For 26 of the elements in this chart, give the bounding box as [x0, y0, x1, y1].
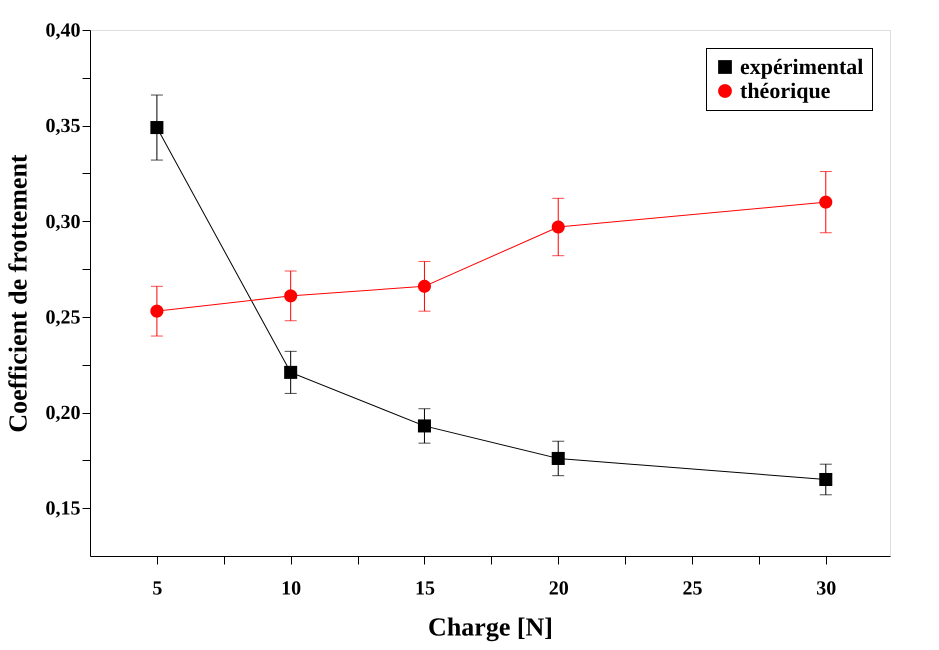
- point: [418, 280, 431, 293]
- point: [819, 472, 832, 486]
- y-tick-label: 0,15: [46, 498, 80, 520]
- point: [150, 121, 164, 134]
- point: [819, 196, 832, 209]
- point: [284, 366, 298, 379]
- point: [150, 304, 164, 318]
- x-tick-label: 30: [816, 578, 836, 600]
- legend-label: théorique: [740, 78, 831, 103]
- point: [552, 452, 565, 465]
- x-tick-label: 10: [281, 578, 302, 600]
- y-tick-label: 0,25: [46, 306, 80, 328]
- y-tick-label: 0,40: [46, 20, 80, 42]
- y-axis-title: Coefficient de frottement: [4, 154, 32, 433]
- point: [418, 419, 431, 432]
- y-tick-label: 0,20: [46, 402, 80, 424]
- y-tick-label: 0,35: [46, 115, 80, 138]
- y-tick-label: 0,30: [46, 210, 80, 233]
- x-tick-label: 5: [152, 578, 162, 600]
- x-tick-label: 20: [548, 578, 569, 600]
- x-tick-label: 15: [414, 578, 435, 600]
- point: [284, 289, 298, 302]
- x-axis-title: Charge [N]: [428, 612, 553, 642]
- x-tick-label: 25: [682, 578, 703, 600]
- legend-label: expérimental: [740, 54, 864, 79]
- point: [552, 220, 565, 234]
